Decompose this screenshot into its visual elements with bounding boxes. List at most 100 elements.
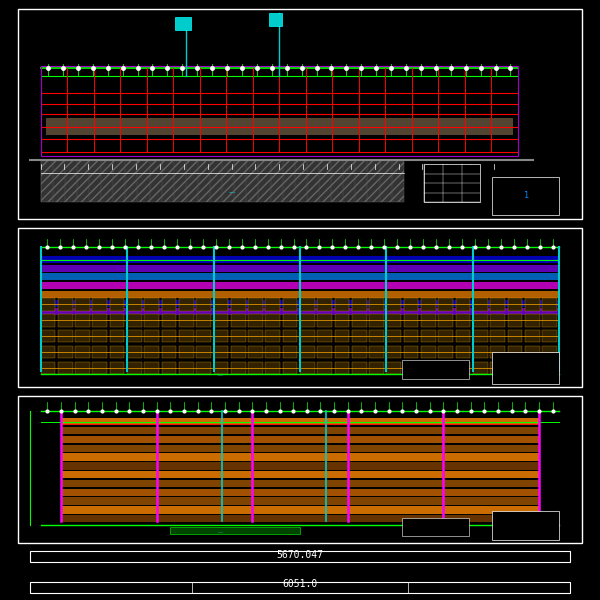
Bar (58, 314, 73, 326)
Bar (214, 298, 228, 311)
Bar (369, 362, 384, 374)
Bar (473, 330, 488, 343)
Bar (317, 298, 332, 311)
Bar (508, 330, 522, 343)
Bar (92, 314, 107, 326)
Bar (525, 314, 539, 326)
Bar (41, 362, 55, 374)
Bar (508, 346, 522, 358)
Bar (161, 330, 176, 343)
Bar (41, 160, 404, 202)
Text: ---: --- (218, 373, 224, 379)
Bar (110, 314, 124, 326)
Bar (161, 314, 176, 326)
Bar (525, 362, 539, 374)
Bar (490, 298, 505, 311)
Bar (265, 346, 280, 358)
Bar (386, 298, 401, 311)
Bar (401, 518, 469, 536)
Bar (92, 298, 107, 311)
Bar (421, 346, 436, 358)
Bar (127, 346, 142, 358)
Bar (439, 330, 453, 343)
Bar (283, 314, 298, 326)
Bar (58, 362, 73, 374)
Bar (18, 396, 582, 543)
Bar (352, 362, 367, 374)
Bar (145, 362, 159, 374)
Bar (248, 346, 263, 358)
Bar (75, 314, 90, 326)
Bar (542, 346, 557, 358)
Bar (317, 362, 332, 374)
Bar (404, 362, 418, 374)
Bar (61, 445, 539, 452)
Bar (145, 298, 159, 311)
Bar (248, 362, 263, 374)
Bar (455, 346, 470, 358)
Bar (61, 488, 539, 496)
Bar (386, 330, 401, 343)
Bar (61, 480, 539, 487)
Bar (41, 330, 55, 343)
Bar (41, 299, 559, 307)
Bar (196, 346, 211, 358)
Bar (92, 346, 107, 358)
Bar (248, 330, 263, 343)
Bar (161, 298, 176, 311)
Bar (75, 346, 90, 358)
Bar (41, 274, 559, 280)
Bar (231, 362, 245, 374)
Bar (369, 314, 384, 326)
Bar (41, 66, 518, 156)
Bar (490, 346, 505, 358)
Bar (490, 314, 505, 326)
Bar (265, 298, 280, 311)
Bar (300, 314, 315, 326)
Bar (41, 265, 559, 272)
Bar (352, 330, 367, 343)
Bar (473, 314, 488, 326)
Bar (127, 362, 142, 374)
Bar (127, 330, 142, 343)
Bar (41, 66, 518, 156)
Bar (179, 314, 194, 326)
Bar (75, 298, 90, 311)
Bar (61, 515, 539, 523)
Bar (335, 362, 349, 374)
Bar (508, 362, 522, 374)
Bar (61, 436, 539, 443)
Bar (317, 346, 332, 358)
Bar (369, 346, 384, 358)
Bar (269, 13, 282, 26)
Bar (231, 298, 245, 311)
Bar (41, 282, 559, 289)
Bar (127, 298, 142, 311)
Bar (386, 314, 401, 326)
Bar (300, 298, 315, 311)
Bar (335, 314, 349, 326)
Bar (421, 314, 436, 326)
Bar (61, 497, 539, 505)
Bar (61, 506, 539, 514)
Bar (248, 314, 263, 326)
Bar (490, 330, 505, 343)
Text: ---: --- (229, 189, 236, 195)
Bar (58, 346, 73, 358)
Bar (248, 298, 263, 311)
Bar (424, 164, 481, 202)
Bar (175, 17, 191, 30)
Bar (214, 346, 228, 358)
Bar (455, 330, 470, 343)
Bar (490, 362, 505, 374)
Bar (404, 330, 418, 343)
Bar (525, 346, 539, 358)
Bar (30, 582, 570, 593)
Bar (283, 330, 298, 343)
Bar (214, 314, 228, 326)
Bar (300, 362, 315, 374)
Bar (41, 346, 55, 358)
Bar (300, 330, 315, 343)
Bar (492, 511, 559, 540)
Bar (542, 298, 557, 311)
